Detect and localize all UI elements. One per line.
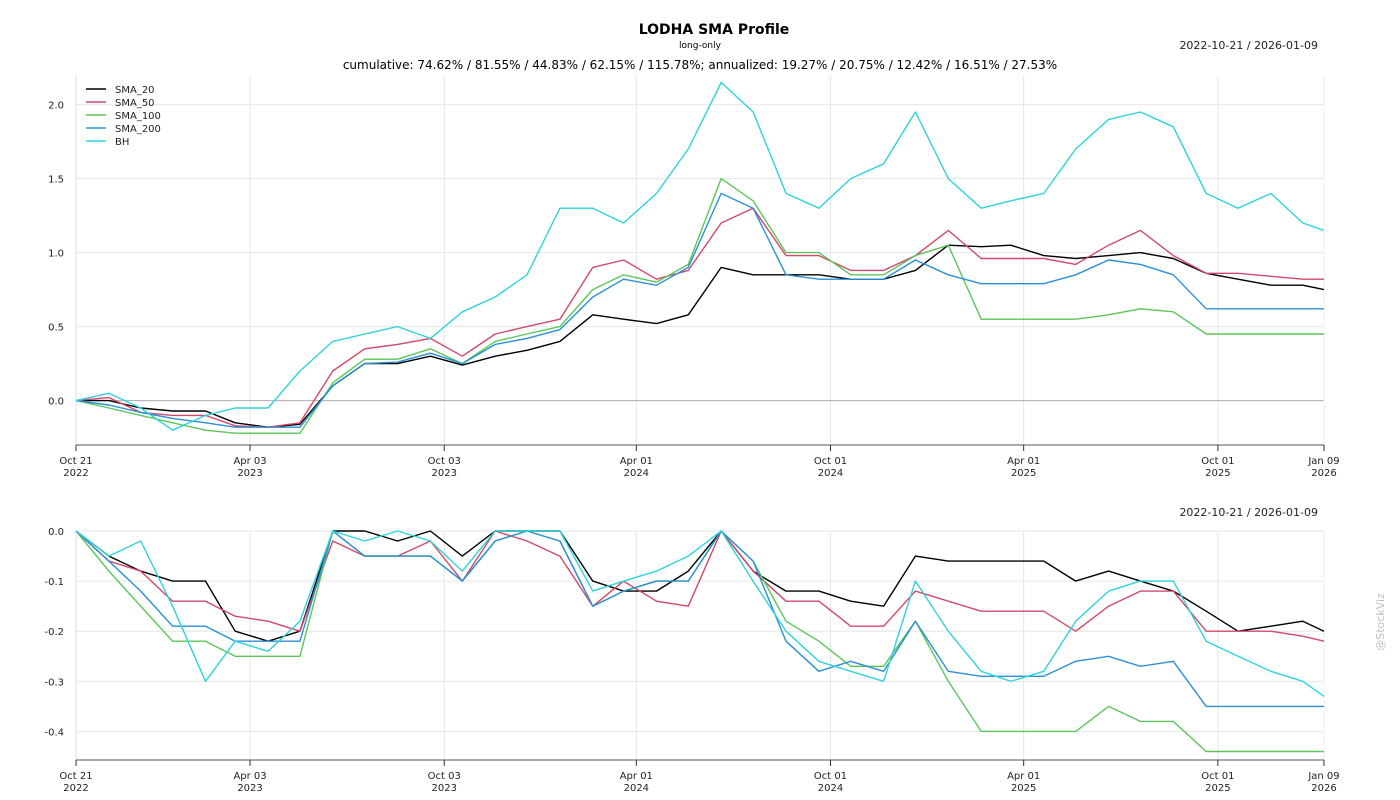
watermark: @StockViz <box>1374 593 1387 651</box>
top-ytick-label: 0.5 <box>48 323 64 334</box>
bottom-xtick-label: Oct 01 <box>1201 771 1234 782</box>
bottom-xtick-year: 2024 <box>818 783 843 794</box>
bottom-date-range: 2022-10-21 / 2026-01-09 <box>1179 506 1318 519</box>
bottom-ytick-label: 0.0 <box>48 527 64 538</box>
bottom-xtick-year: 2026 <box>1311 783 1336 794</box>
bottom-xtick-year: 2025 <box>1011 783 1036 794</box>
top-series-bh <box>75 81 1325 431</box>
top-series-sma-20 <box>76 244 1325 428</box>
top-xtick-label: Oct 01 <box>1201 456 1234 467</box>
chart-subtitle: long-only <box>679 41 722 51</box>
bottom-series-sma-50 <box>75 530 1325 642</box>
legend-label: SMA_100 <box>115 111 161 122</box>
bottom-xtick-label: Oct 01 <box>814 771 847 782</box>
bottom-xtick-label: Apr 03 <box>233 771 266 782</box>
top-xtick-label: Oct 03 <box>428 456 461 467</box>
top-ytick-label: 1.5 <box>48 175 64 186</box>
bottom-xtick-year: 2022 <box>63 783 88 794</box>
bottom-ytick-label: -0.3 <box>44 677 64 688</box>
legend: SMA_20 SMA_50 SMA_100 SMA_200 BH <box>86 85 161 148</box>
top-xtick-year: 2023 <box>432 468 457 479</box>
top-xtick-year: 2023 <box>237 468 262 479</box>
top-xtick-label: Jan 09 <box>1307 456 1339 467</box>
bottom-xtick-year: 2024 <box>624 783 649 794</box>
top-xtick-label: Apr 03 <box>233 456 266 467</box>
bottom-xtick-year: 2023 <box>432 783 457 794</box>
bottom-ytick-label: -0.2 <box>44 627 64 638</box>
bottom-series-sma-200 <box>75 530 1324 708</box>
stats-line: cumulative: 74.62% / 81.55% / 44.83% / 6… <box>343 58 1057 72</box>
bottom-xtick-label: Apr 01 <box>1007 771 1040 782</box>
top-xtick-label: Oct 01 <box>814 456 847 467</box>
top-xtick-year: 2024 <box>818 468 843 479</box>
top-xtick-label: Oct 21 <box>59 456 92 467</box>
top-xtick-label: Apr 01 <box>1007 456 1040 467</box>
bottom-xtick-year: 2023 <box>237 783 262 794</box>
bottom-ytick-label: -0.1 <box>44 577 64 588</box>
legend-label: SMA_50 <box>115 98 155 109</box>
chart-title: LODHA SMA Profile <box>639 22 790 38</box>
top-ytick-label: 1.0 <box>48 249 64 260</box>
top-xtick-label: Apr 01 <box>620 456 653 467</box>
bottom-xtick-year: 2025 <box>1205 783 1230 794</box>
top-series-sma-200 <box>75 192 1324 428</box>
top-xtick-year: 2024 <box>624 468 649 479</box>
top-ytick-label: 2.0 <box>48 101 64 112</box>
top-ytick-label: 0.0 <box>48 397 64 408</box>
top-xtick-year: 2022 <box>63 468 88 479</box>
top-date-range: 2022-10-21 / 2026-01-09 <box>1179 39 1318 52</box>
top-xtick-year: 2025 <box>1011 468 1036 479</box>
bottom-xtick-label: Jan 09 <box>1307 771 1339 782</box>
legend-label: SMA_200 <box>115 124 161 135</box>
top-xtick-year: 2025 <box>1205 468 1230 479</box>
bottom-xtick-label: Oct 03 <box>428 771 461 782</box>
top-series-sma-100 <box>75 177 1324 434</box>
bottom-xtick-label: Apr 01 <box>620 771 653 782</box>
bottom-xtick-label: Oct 21 <box>59 771 92 782</box>
top-xtick-year: 2026 <box>1311 468 1336 479</box>
legend-label: SMA_20 <box>115 85 155 96</box>
bottom-series-bh <box>75 530 1325 697</box>
bottom-ytick-label: -0.4 <box>44 727 64 738</box>
top-series-sma-50 <box>75 207 1324 428</box>
legend-label: BH <box>115 137 129 148</box>
